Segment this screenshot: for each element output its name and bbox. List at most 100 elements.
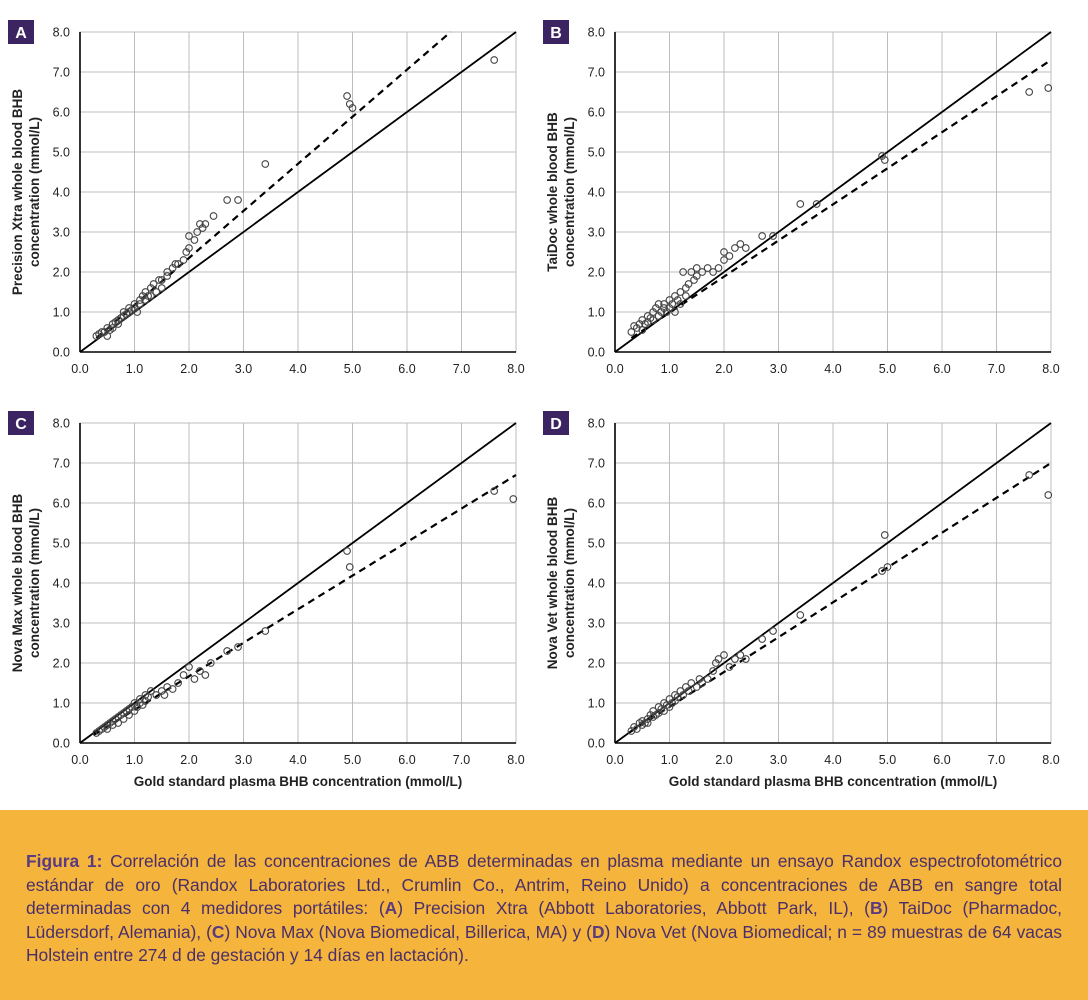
data-point (883, 563, 892, 571)
data-point (1044, 491, 1053, 499)
y-tick-label: 5.0 (588, 146, 605, 160)
y-axis-label-line2: concentration (mmol/L) (27, 117, 42, 267)
y-tick-label: 5.0 (53, 537, 70, 551)
y-tick-label: 1.0 (53, 306, 70, 320)
data-point (147, 687, 155, 695)
data-point (720, 256, 728, 264)
panel-badge (543, 411, 569, 435)
data-point (114, 719, 122, 727)
y-tick-label: 7.0 (53, 66, 70, 80)
data-point (687, 679, 696, 687)
x-tick-label: 1.0 (661, 753, 678, 767)
data-point (193, 228, 202, 236)
y-axis-label-line1: Nova Max whole blood BHB (10, 493, 25, 672)
data-point (185, 244, 193, 252)
figure-caption: Figura 1: Correlación de las concentraci… (0, 810, 1088, 1000)
data-point (1025, 471, 1034, 479)
data-point (147, 292, 155, 300)
y-tick-label: 2.0 (53, 657, 70, 671)
data-point (174, 260, 182, 268)
y-axis-label: TaiDoc whole blood BHB concentration (mmo… (545, 112, 577, 272)
data-point (731, 655, 739, 663)
y-tick-label: 6.0 (53, 497, 70, 511)
regression-line (93, 474, 517, 736)
data-point (703, 675, 712, 683)
data-point (223, 196, 231, 204)
data-point (348, 104, 357, 112)
x-tick-label: 7.0 (988, 753, 1005, 767)
x-tick-label: 3.0 (770, 753, 787, 767)
data-point (179, 256, 188, 264)
data-point (709, 667, 717, 675)
data-point (741, 655, 750, 663)
data-point (179, 671, 188, 679)
data-point (698, 268, 707, 276)
y-axis-label-line2: concentration (mmol/L) (562, 117, 577, 267)
data-point (490, 56, 499, 64)
data-point (649, 316, 658, 324)
y-axis-label-line2: concentration (mmol/L) (562, 508, 577, 658)
data-point (714, 655, 723, 663)
panel-letter: B (550, 25, 562, 42)
data-point (687, 268, 696, 276)
data-point (171, 260, 180, 268)
y-tick-label: 4.0 (588, 577, 605, 591)
data-point (223, 647, 231, 655)
data-point (684, 280, 693, 288)
data-point (209, 212, 218, 220)
y-axis-label: Precision Xtra whole blood BHB concentrat… (10, 89, 42, 296)
x-tick-label: 0.0 (71, 753, 88, 767)
y-axis-label-line1: Precision Xtra whole blood BHB (10, 89, 25, 296)
data-point (196, 667, 204, 675)
x-tick-label: 0.0 (606, 753, 623, 767)
data-point (152, 288, 161, 296)
y-tick-label: 0.0 (588, 737, 605, 751)
y-tick-label: 3.0 (53, 617, 70, 631)
data-point (234, 643, 242, 651)
data-point (681, 292, 690, 300)
data-point (133, 308, 142, 316)
x-tick-label: 5.0 (879, 362, 896, 376)
data-point (261, 627, 270, 635)
x-tick-label: 6.0 (933, 753, 950, 767)
y-axis-label-line1: TaiDoc whole blood BHB (545, 112, 560, 272)
data-point (880, 531, 889, 539)
y-tick-label: 0.0 (588, 346, 605, 360)
data-point (679, 268, 687, 276)
data-point (880, 156, 889, 164)
data-point (769, 627, 777, 635)
data-point (343, 547, 351, 555)
regression-line (95, 31, 452, 339)
y-tick-label: 7.0 (588, 457, 605, 471)
y-tick-label: 8.0 (588, 26, 605, 40)
x-tick-label: 4.0 (289, 753, 306, 767)
data-point (720, 651, 728, 659)
x-tick-label: 8.0 (507, 753, 524, 767)
data-point (190, 675, 199, 683)
x-tick-label: 5.0 (344, 362, 361, 376)
data-point (758, 232, 767, 240)
y-tick-label: 3.0 (588, 226, 605, 240)
caption-text: Figura 1: Correlación de las concentraci… (26, 851, 1062, 965)
x-tick-label: 4.0 (289, 362, 306, 376)
x-tick-label: 0.0 (71, 362, 88, 376)
data-point (758, 635, 767, 643)
data-point (157, 276, 166, 284)
identity-line (79, 422, 517, 744)
x-tick-label: 2.0 (180, 362, 197, 376)
data-point (679, 691, 687, 699)
x-tick-label: 1.0 (661, 362, 678, 376)
data-point (769, 232, 777, 240)
y-tick-label: 4.0 (53, 186, 70, 200)
panel-d: 0.00.0 1.0 1.0 2.0 2.0 3.0 3.0 4.0 4.0 5.0 5.0 6.0 6… (543, 411, 1060, 789)
x-tick-label: 7.0 (453, 362, 470, 376)
x-tick-label: 2.0 (180, 753, 197, 767)
y-tick-label: 6.0 (588, 497, 605, 511)
x-tick-label: 6.0 (398, 362, 415, 376)
y-tick-label: 5.0 (588, 537, 605, 551)
data-point (155, 276, 163, 284)
caption-prefix: Figura 1: (26, 851, 103, 871)
panel-letter: A (15, 25, 27, 42)
data-point (736, 651, 745, 659)
data-point (676, 300, 685, 308)
